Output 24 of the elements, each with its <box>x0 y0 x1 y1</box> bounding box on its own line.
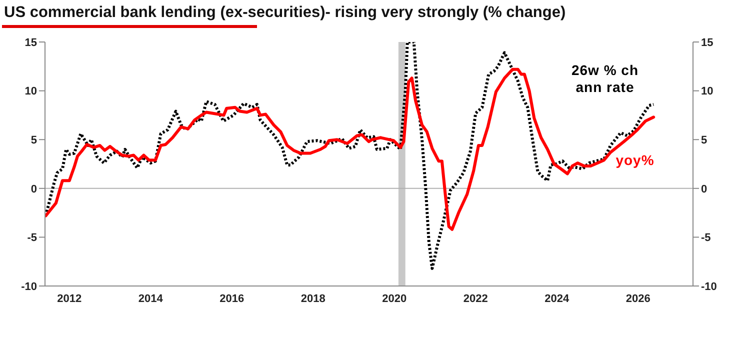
x-tick-label: 2014 <box>138 292 164 305</box>
series-label: 26w % ch ann rate <box>570 62 640 96</box>
y-tick-label: 0 <box>30 183 37 196</box>
chart-title: US commercial bank lending (ex-securities)- rising very strongly (% change) <box>4 4 566 22</box>
y-tick-label: 5 <box>30 134 37 147</box>
x-tick-label: 2018 <box>300 292 326 305</box>
y-tick-label: 10 <box>24 86 37 98</box>
y-tick-label: -10 <box>21 280 37 293</box>
y-tick-label: -5 <box>27 232 37 244</box>
x-tick-label: 2016 <box>220 292 244 305</box>
y2-tick-label: -5 <box>701 232 711 244</box>
y2-tick-label: 15 <box>701 36 714 49</box>
y2-tick-label: -10 <box>701 280 717 293</box>
y-tick-label: 15 <box>24 36 37 49</box>
y2-tick-label: 10 <box>701 86 714 98</box>
y2-tick-label: 5 <box>701 134 708 147</box>
series-label: yoy% <box>614 152 656 169</box>
x-tick-label: 2024 <box>544 292 570 305</box>
x-tick-label: 2026 <box>626 292 650 305</box>
y2-tick-label: 0 <box>701 183 708 196</box>
x-tick-label: 2012 <box>57 292 82 305</box>
line-series <box>45 42 656 270</box>
x-tick-label: 2020 <box>382 292 407 305</box>
x-tick-label: 2022 <box>463 292 488 305</box>
